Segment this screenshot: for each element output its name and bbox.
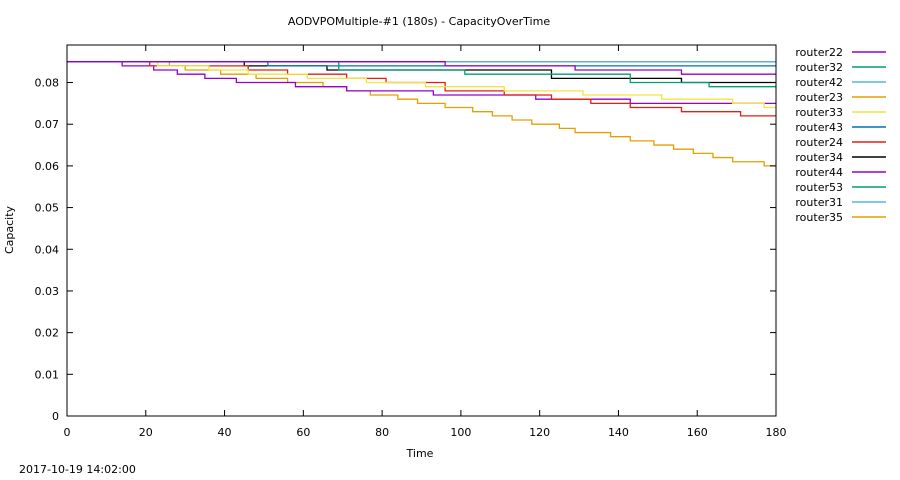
series-line-router34: [67, 61, 776, 84]
x-tick-label: 60: [296, 426, 310, 439]
series-line-router33: [67, 61, 776, 109]
legend-label-router44: router44: [795, 166, 843, 179]
x-tick-label: 20: [139, 426, 153, 439]
x-tick-label: 180: [766, 426, 787, 439]
x-tick-label: 160: [687, 426, 708, 439]
series-line-router24: [67, 61, 776, 117]
series-line-router35: [67, 61, 776, 167]
tick-layer: 0 20 40 60 80 100 120 140 160 180 0 0.01 0.02 0.03 0.0…: [35, 45, 787, 439]
x-tick-label: 0: [64, 426, 71, 439]
legend-label-router32: router32: [795, 61, 843, 74]
legend-label-router35: router35: [795, 211, 843, 224]
x-tick-label: 140: [608, 426, 629, 439]
y-tick-label: 0.01: [35, 368, 60, 381]
y-tick-label: 0.07: [35, 118, 60, 131]
y-tick-label: 0.08: [35, 77, 60, 90]
footer-timestamp: 2017-10-19 14:02:00: [19, 463, 136, 476]
legend-label-router31: router31: [795, 196, 843, 209]
y-tick-label: 0: [52, 410, 59, 423]
legend-label-router33: router33: [795, 106, 843, 119]
plot-frame: [66, 44, 777, 417]
chart-title: AODVPOMultiple-#1 (180s) - CapacityOverT…: [288, 15, 550, 28]
legend-label-router23: router23: [795, 91, 843, 104]
x-tick-label: 40: [218, 426, 232, 439]
x-tick-label: 100: [450, 426, 471, 439]
y-tick-label: 0.02: [35, 327, 60, 340]
series-line-router22: [67, 61, 776, 75]
legend-label-router43: router43: [795, 121, 843, 134]
legend-label-router24: router24: [795, 136, 843, 149]
y-tick-label: 0.05: [35, 202, 60, 215]
legend-label-router34: router34: [795, 151, 843, 164]
y-tick-label: 0.04: [35, 243, 60, 256]
x-axis-label: Time: [406, 447, 434, 460]
legend-label-router53: router53: [795, 181, 843, 194]
x-tick-label: 120: [529, 426, 550, 439]
x-tick-label: 80: [375, 426, 389, 439]
legend-label-router42: router42: [795, 76, 843, 89]
legend-label-router22: router22: [795, 46, 843, 59]
legend: router22 router32 router42 router23 router33…: [795, 46, 886, 224]
y-tick-label: 0.03: [35, 285, 60, 298]
series-line-router32: [67, 61, 776, 88]
y-axis-label: Capacity: [3, 205, 16, 254]
y-tick-label: 0.06: [35, 160, 60, 173]
series-layer: [67, 61, 776, 167]
